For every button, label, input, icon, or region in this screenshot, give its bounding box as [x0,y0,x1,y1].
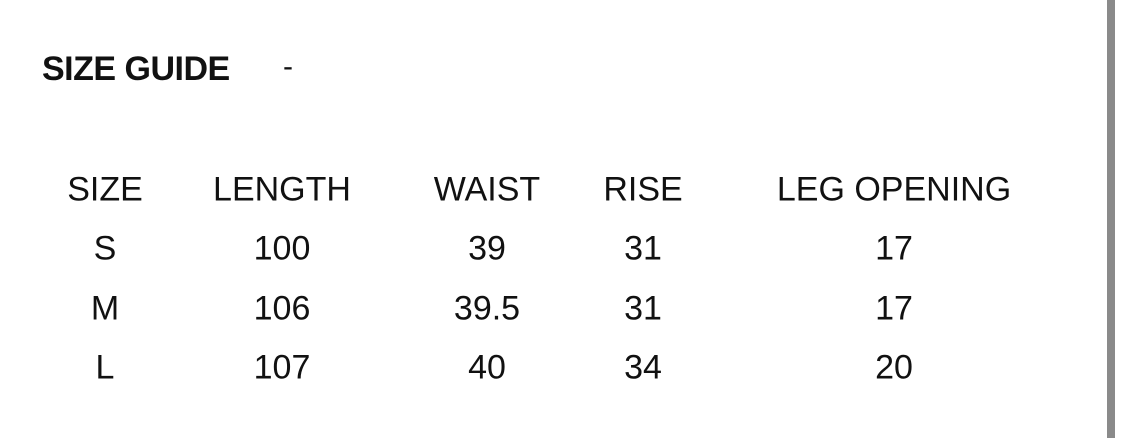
column-header: RISE [603,170,683,209]
table-cell: 40 [468,348,506,387]
table-cell: 107 [253,348,311,387]
column-header: SIZE [67,170,143,209]
page-title: SIZE GUIDE [42,50,230,88]
table-cell: 34 [624,348,662,387]
table-cell: 31 [624,229,662,268]
scrollbar[interactable] [1107,0,1115,438]
column-header: LEG OPENING [776,170,1012,209]
column-header: LENGTH [213,170,351,209]
column-header: WAIST [433,170,541,209]
table-cell: 17 [875,229,913,268]
table-cell: 20 [875,348,913,387]
title-dash: - [283,50,293,83]
table-cell: 106 [253,289,311,328]
table-cell: 17 [875,289,913,328]
table-cell: 39 [468,229,506,268]
table-cell: S [93,229,117,268]
table-cell: 39.5 [453,289,521,328]
table-cell: M [90,289,120,328]
table-cell: 100 [253,229,311,268]
table-cell: 31 [624,289,662,328]
table-cell: L [95,348,115,387]
